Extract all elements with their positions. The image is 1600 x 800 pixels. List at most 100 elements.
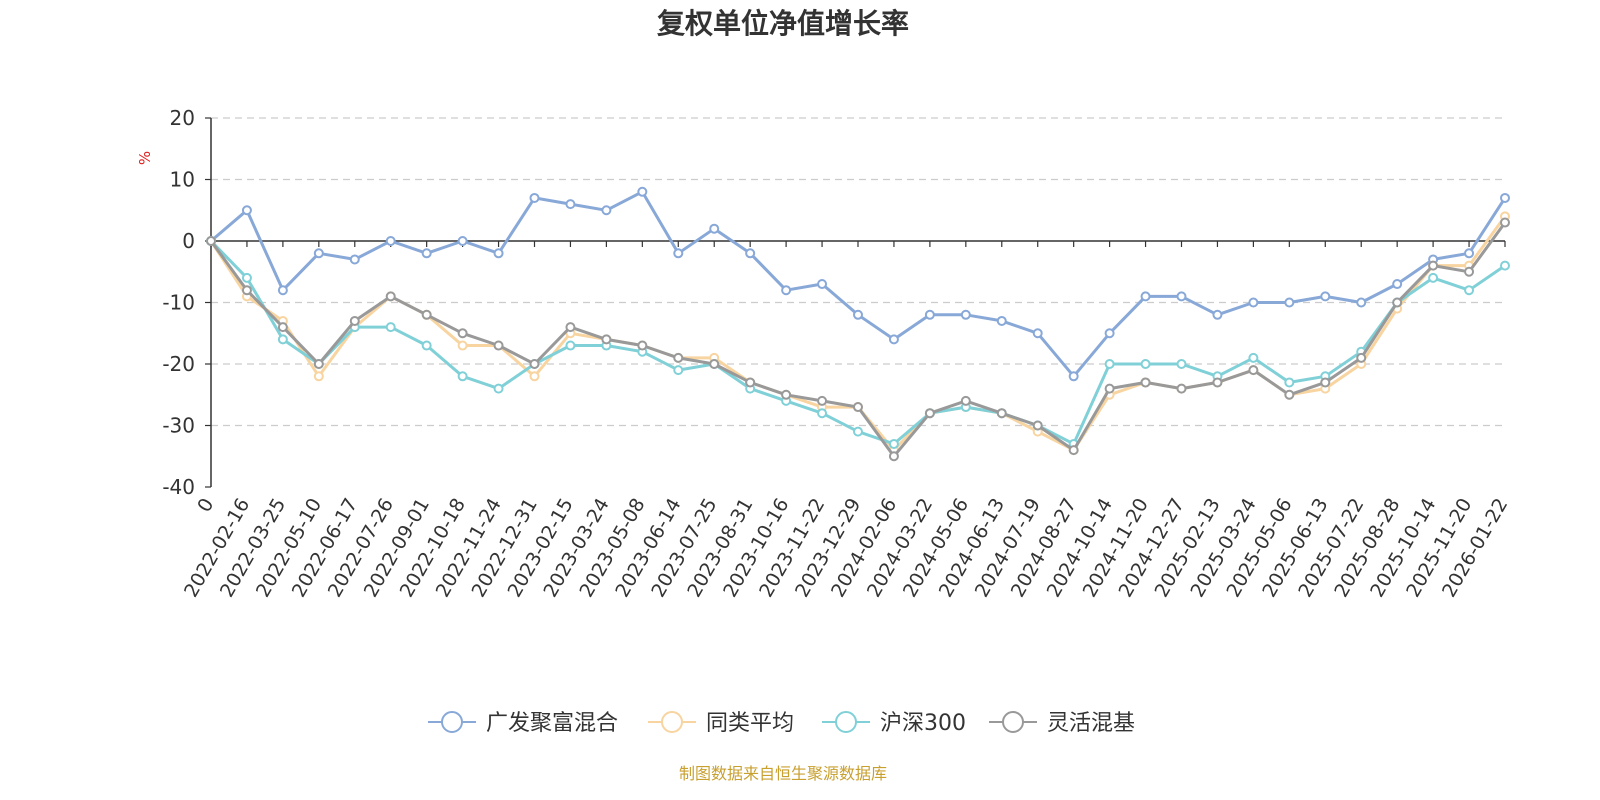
data-point <box>888 334 899 345</box>
y-tick-label: 10 <box>170 168 195 192</box>
legend: 广发聚富混合 同类平均 沪深300 灵活混基 <box>428 711 1135 736</box>
data-point <box>745 248 756 259</box>
data-point <box>457 236 468 246</box>
data-point <box>1500 260 1510 271</box>
data-point <box>1464 266 1475 277</box>
series-3 <box>206 217 1510 462</box>
data-point <box>853 309 863 320</box>
data-point <box>1032 420 1043 431</box>
legend-label: 沪深300 <box>880 711 966 736</box>
data-point <box>241 272 252 283</box>
data-point <box>1104 328 1115 339</box>
data-point <box>529 192 540 203</box>
data-point <box>853 426 863 437</box>
data-point <box>457 371 468 382</box>
data-point <box>529 359 540 369</box>
data-point <box>601 334 612 345</box>
data-point <box>1320 291 1331 302</box>
data-point <box>1248 352 1259 363</box>
data-point <box>1068 445 1079 456</box>
data-point <box>1284 297 1295 308</box>
legend-label: 灵活混基 <box>1047 711 1135 736</box>
data-point <box>1464 285 1475 296</box>
data-point <box>349 254 360 265</box>
data-point <box>493 340 504 351</box>
data-point <box>637 340 648 351</box>
y-tick-label: -40 <box>162 475 195 499</box>
data-point <box>1176 359 1187 369</box>
data-point <box>1428 272 1439 283</box>
data-point <box>817 408 828 419</box>
data-point <box>1104 359 1115 369</box>
data-point <box>313 248 324 259</box>
data-point <box>1176 383 1187 394</box>
data-point <box>601 205 612 216</box>
data-point <box>1140 359 1151 369</box>
data-point <box>888 438 899 449</box>
data-point <box>709 359 720 369</box>
data-point <box>673 365 684 376</box>
data-point <box>960 309 971 320</box>
data-point <box>1212 377 1223 388</box>
data-point <box>1212 309 1223 320</box>
data-point <box>565 322 576 333</box>
data-point <box>385 236 396 246</box>
data-point <box>1068 371 1079 382</box>
x-axis-ticks: 02022-02-162022-03-252022-05-102022-06-1… <box>180 241 1512 601</box>
legend-item[interactable]: 广发聚富混合 <box>428 711 618 736</box>
x-tick-label: 0 <box>193 495 218 516</box>
legend-item[interactable]: 灵活混基 <box>989 711 1135 736</box>
data-point <box>1320 377 1331 388</box>
data-point <box>313 359 324 369</box>
data-point <box>1140 377 1151 388</box>
y-tick-label: -20 <box>162 352 195 376</box>
y-tick-label: -30 <box>162 414 195 438</box>
data-point <box>277 334 288 345</box>
data-point <box>745 377 756 388</box>
series-0 <box>206 186 1510 382</box>
data-point <box>1248 365 1259 376</box>
data-point <box>565 340 576 351</box>
data-point <box>421 248 432 259</box>
data-point <box>924 309 935 320</box>
data-point <box>1104 383 1115 394</box>
data-point <box>241 285 252 296</box>
data-point <box>673 248 684 259</box>
y-axis-ticks: 20 10 0 -10 -20 -30 -40 <box>162 106 211 499</box>
data-point <box>277 322 288 333</box>
data-point <box>781 285 792 296</box>
data-point <box>385 291 396 302</box>
legend-item[interactable]: 同类平均 <box>648 711 794 736</box>
source-note: 制图数据来自恒生聚源数据库 <box>679 764 887 783</box>
data-point <box>996 408 1007 419</box>
data-point <box>385 322 396 333</box>
data-point <box>1356 352 1367 363</box>
data-point <box>637 186 648 197</box>
series-2 <box>206 236 1510 449</box>
data-point <box>565 199 576 210</box>
data-point <box>1284 389 1295 400</box>
data-point <box>1392 279 1403 290</box>
data-point <box>1428 260 1439 271</box>
data-point <box>349 315 360 326</box>
series-line <box>209 221 1507 458</box>
data-point <box>1500 217 1510 228</box>
y-tick-label: 0 <box>182 229 195 253</box>
data-point <box>457 340 468 351</box>
legend-label: 广发聚富混合 <box>486 711 618 736</box>
data-point <box>853 402 863 413</box>
legend-item[interactable]: 沪深300 <box>822 711 966 736</box>
data-point <box>529 371 540 382</box>
data-point <box>817 395 828 406</box>
data-point <box>313 371 324 382</box>
y-tick-label: 20 <box>170 106 195 130</box>
data-point <box>673 352 684 363</box>
data-point <box>1140 291 1151 302</box>
y-tick-label: -10 <box>162 291 195 315</box>
data-point <box>1500 192 1510 203</box>
data-point <box>709 223 720 234</box>
data-point <box>960 395 971 406</box>
data-point <box>1248 297 1259 308</box>
data-point <box>421 340 432 351</box>
